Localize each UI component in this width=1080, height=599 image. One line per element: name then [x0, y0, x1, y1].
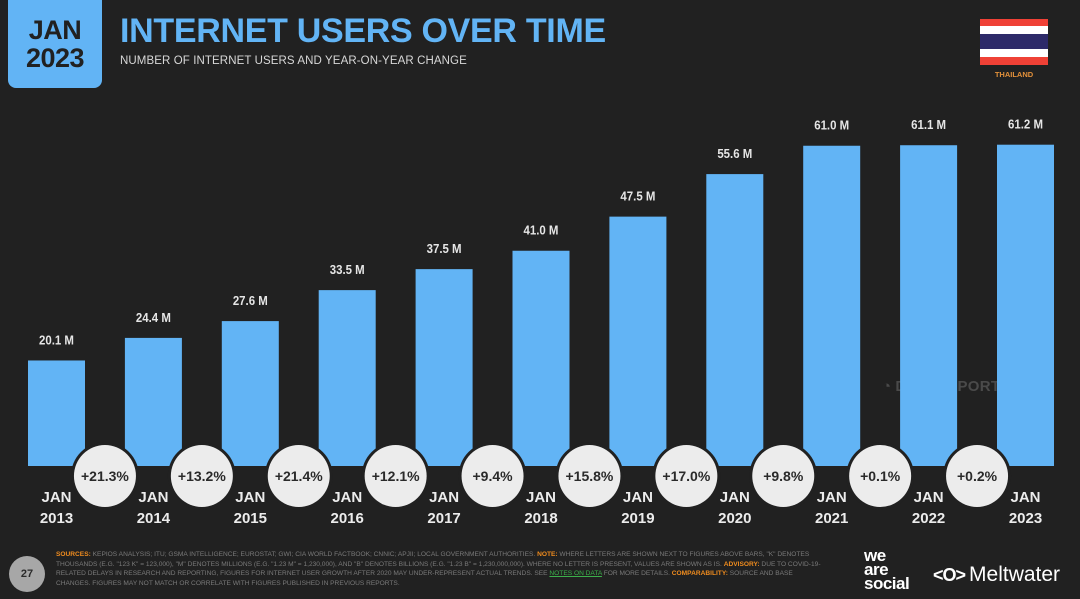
comparability-label: COMPARABILITY: [671, 570, 728, 577]
bar [28, 360, 85, 466]
flag-stripe [980, 26, 1048, 34]
value-label: 27.6 M [233, 293, 268, 308]
note-label: NOTE: [537, 551, 558, 558]
x-tick-year: 2014 [137, 510, 171, 527]
bar [318, 290, 376, 466]
advisory-label: ADVISORY: [723, 560, 760, 568]
flag-stripe [980, 19, 1048, 26]
meltwater-logo: <O> Meltwater [933, 563, 1060, 587]
value-label: 47.5 M [620, 189, 655, 204]
brand-line: social [864, 574, 910, 593]
sources-text: KEPIOS ANALYSIS; ITU; GSMA INTELLIGENCE;… [90, 551, 538, 558]
value-label: 61.0 M [814, 118, 849, 133]
bar [221, 321, 279, 466]
change-bubble [267, 445, 330, 507]
change-label: +21.3% [81, 468, 129, 484]
value-label: 33.5 M [330, 262, 365, 277]
notes-on-data-link[interactable]: NOTES ON DATA [549, 570, 602, 577]
x-tick-month: JAN [526, 489, 556, 506]
x-tick-year: 2018 [524, 510, 557, 527]
change-bubble [73, 445, 136, 507]
x-tick-month: JAN [623, 489, 653, 506]
value-label: 37.5 M [427, 241, 462, 256]
bar [124, 337, 182, 466]
change-bubble [558, 445, 621, 507]
x-tick-month: JAN [914, 489, 944, 506]
x-tick-year: 2016 [331, 510, 364, 527]
x-tick-month: JAN [235, 489, 265, 506]
value-label: 61.2 M [1008, 117, 1043, 132]
x-tick-year: 2020 [718, 510, 751, 527]
advisory-tail: FOR MORE DETAILS. [601, 570, 672, 577]
advisory-text: DUE TO COVID-19-RELATED DELAYS IN RESEAR… [56, 560, 821, 578]
bar [706, 174, 764, 466]
x-tick-year: 2021 [815, 510, 848, 527]
change-label: +0.1% [860, 468, 901, 484]
bar [803, 145, 861, 466]
x-tick-month: JAN [720, 489, 750, 506]
change-label: +9.8% [763, 468, 804, 484]
x-tick-year: 2019 [621, 510, 654, 527]
country-label: THAILAND [994, 70, 1034, 79]
change-bubble [849, 445, 912, 507]
change-bubble [946, 445, 1009, 507]
change-bubble [364, 445, 427, 507]
bar [512, 250, 570, 466]
date-badge: JAN 2023 [8, 0, 102, 88]
x-tick-year: 2013 [40, 510, 73, 527]
date-year: 2023 [25, 43, 85, 73]
change-label: +21.4% [275, 468, 323, 484]
change-label: +13.2% [178, 468, 226, 484]
page-subtitle: NUMBER OF INTERNET USERS AND YEAR-ON-YEA… [120, 55, 467, 67]
meltwater-name: Meltwater [969, 563, 1061, 586]
x-tick-month: JAN [817, 489, 847, 506]
x-tick-month: JAN [138, 489, 168, 506]
meltwater-icon: <O> [933, 564, 966, 585]
bar [900, 145, 958, 466]
flag-stripe [980, 57, 1048, 65]
value-label: 61.1 M [911, 118, 946, 133]
value-label: 20.1 M [39, 333, 74, 348]
value-label: 24.4 M [136, 310, 171, 325]
value-label: 55.6 M [717, 146, 752, 161]
change-bubble [655, 445, 718, 507]
x-tick-year: 2017 [427, 510, 460, 527]
x-tick-year: 2022 [912, 510, 945, 527]
change-bubble [461, 445, 524, 507]
flag-stripe [980, 49, 1048, 57]
brand-line: are [864, 560, 889, 579]
flag-stripe [980, 34, 1048, 49]
change-label: +9.4% [473, 468, 514, 484]
note-text: WHERE LETTERS ARE SHOWN NEXT TO FIGURES … [56, 551, 810, 568]
change-label: +17.0% [662, 468, 710, 484]
x-tick-month: JAN [429, 489, 459, 506]
x-tick-year: 2015 [234, 510, 267, 527]
we-are-social-logo: we are social [864, 546, 910, 593]
datareportal-logo-icon: ◔ [882, 378, 892, 395]
x-tick-month: JAN [41, 489, 71, 506]
comparability-text: SOURCE AND BASE CHANGES. FIGURES MAY NOT… [56, 570, 793, 587]
bar-chart: 20.1 M JAN 2013 24.4 M JAN 2014 27.6 M JAN 2015 3… [28, 117, 1054, 527]
change-label: +12.1% [372, 468, 420, 484]
sources-label: SOURCES: [56, 551, 91, 558]
x-tick-year: 2023 [1009, 510, 1042, 527]
change-label: +15.8% [566, 468, 614, 484]
bar [997, 144, 1054, 466]
x-tick-month: JAN [1010, 489, 1040, 506]
brand-line: we [864, 546, 886, 565]
page-title: INTERNET USERS OVER TIME [120, 12, 606, 50]
date-month: JAN [28, 15, 82, 45]
change-label: +0.2% [957, 468, 998, 484]
thailand-flag-icon [980, 19, 1048, 65]
value-label: 41.0 M [524, 223, 559, 238]
change-bubble [170, 445, 233, 507]
change-bubble [752, 445, 815, 507]
footnote: SOURCES: KEPIOS ANALYSIS; ITU; GSMA INTE… [56, 550, 826, 588]
page-number: 27 [9, 556, 45, 592]
x-tick-month: JAN [332, 489, 362, 506]
bar [415, 269, 473, 466]
bar [609, 216, 667, 466]
